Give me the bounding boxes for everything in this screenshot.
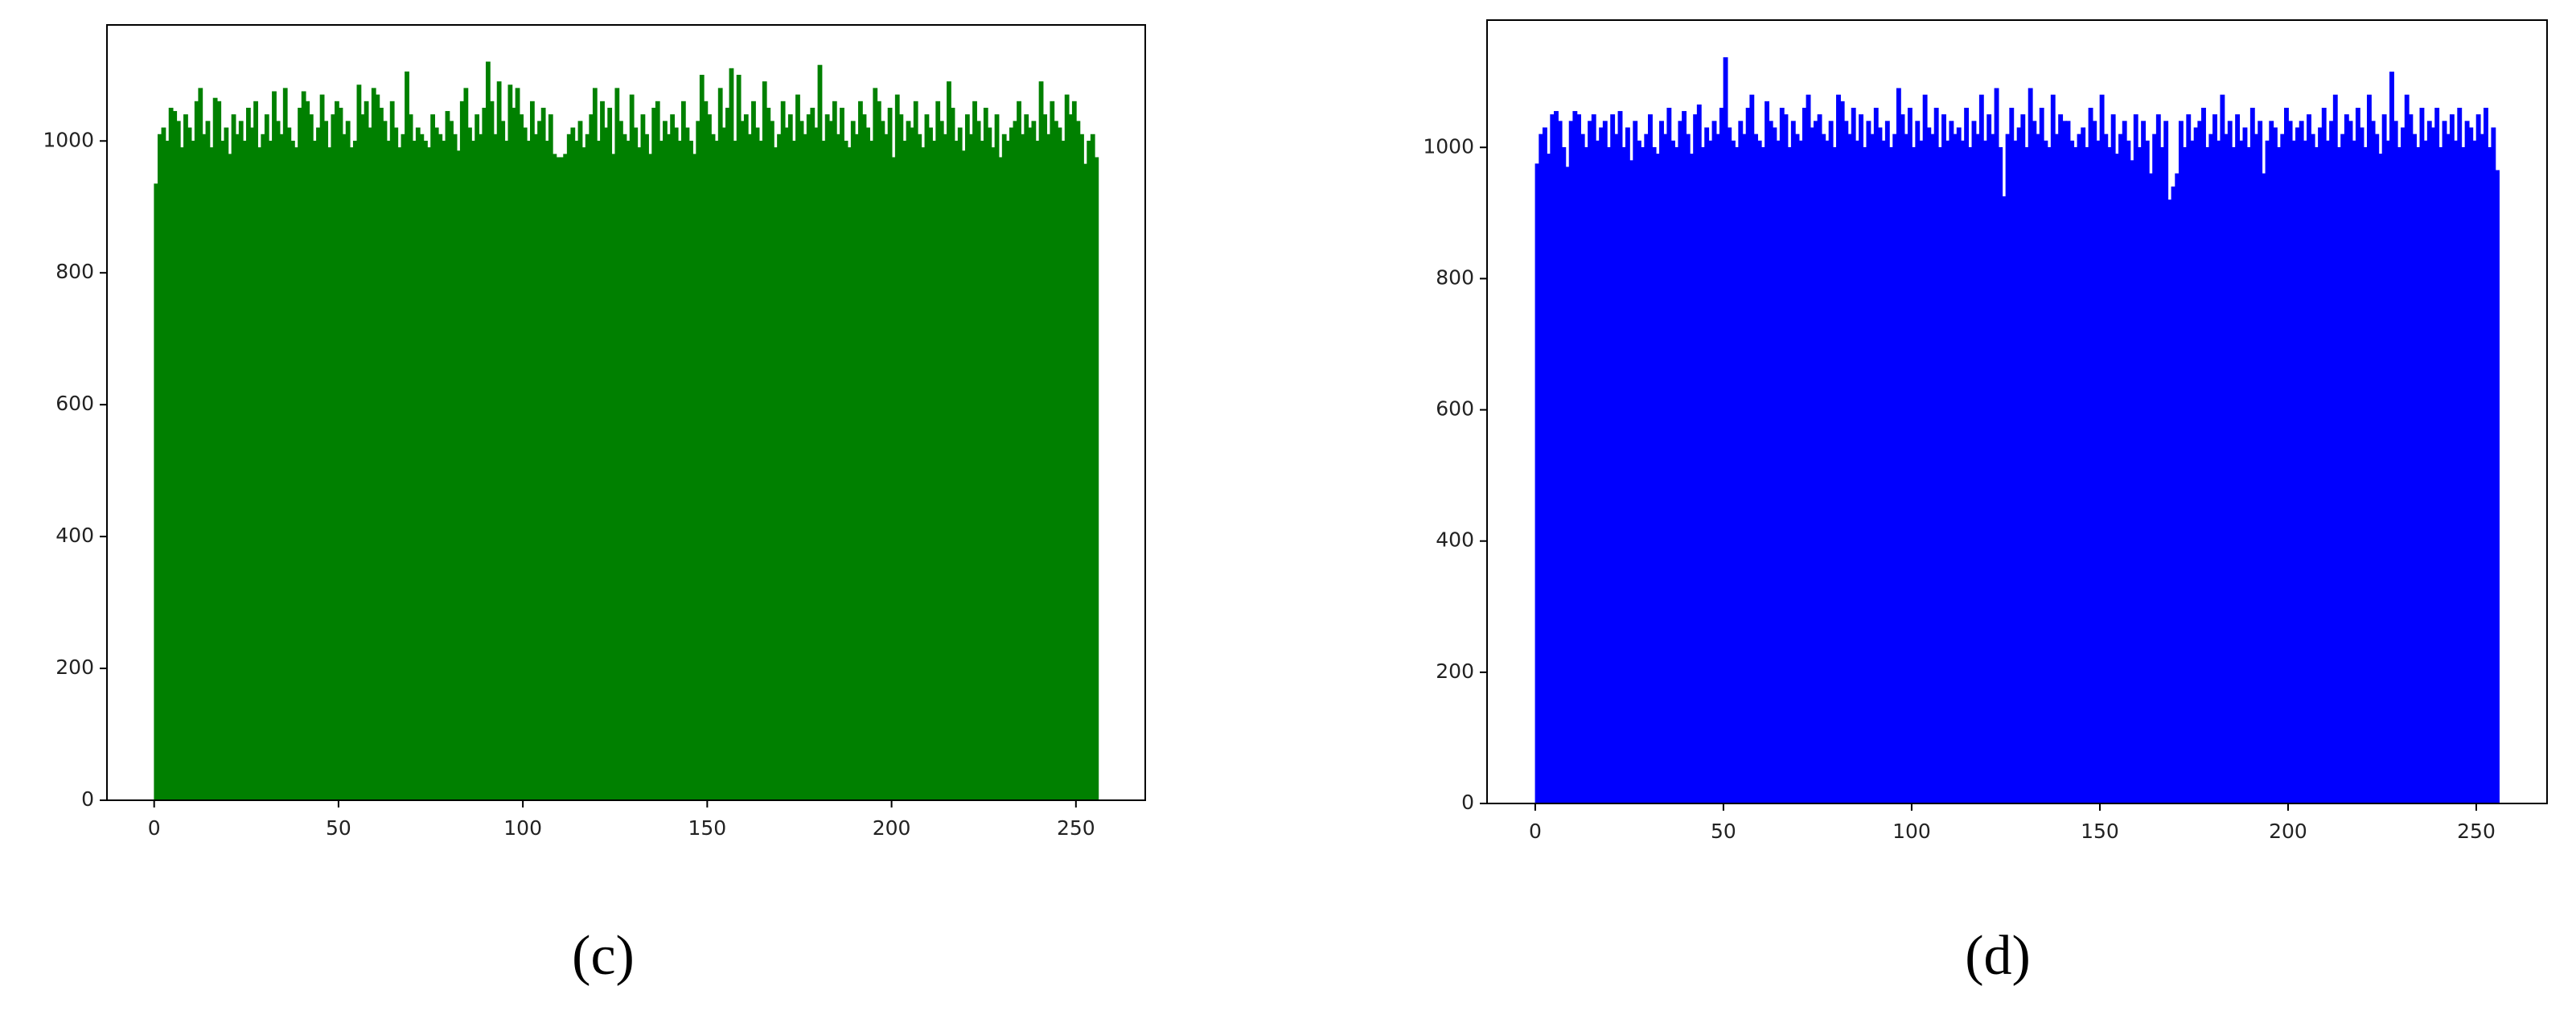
- x-tick-label: 200: [873, 816, 911, 840]
- y-tick-label: 400: [55, 524, 94, 547]
- y-tick-label: 400: [1436, 528, 1474, 552]
- caption: (d): [1965, 925, 2031, 987]
- bar: [2495, 170, 2500, 804]
- y-tick-label: 200: [1436, 660, 1474, 683]
- y-tick-label: 600: [1436, 397, 1474, 421]
- x-tick-label: 100: [1892, 820, 1931, 843]
- x-tick-label: 250: [2457, 820, 2496, 843]
- x-tick-label: 150: [2081, 820, 2119, 843]
- bar: [1094, 157, 1099, 801]
- y-tick-label: 800: [1436, 265, 1474, 289]
- y-tick-label: 1000: [43, 128, 94, 151]
- x-tick-label: 50: [1711, 820, 1736, 843]
- y-tick-label: 1000: [1423, 134, 1474, 158]
- chart: 0 50 100 150 200 250 0 200 400 600 800 1000 (d): [1423, 19, 2548, 987]
- x-tick-label: 50: [326, 816, 351, 840]
- y-tick-label: 0: [81, 787, 94, 811]
- y-tick-label: 200: [55, 655, 94, 679]
- x-tick-label: 0: [1529, 820, 1542, 843]
- x-tick-label: 150: [688, 816, 727, 840]
- axes-frame: [106, 24, 1146, 801]
- y-tick-label: 0: [1461, 791, 1474, 814]
- caption: (c): [572, 925, 635, 987]
- y-tick-label: 800: [55, 260, 94, 283]
- x-tick-label: 250: [1057, 816, 1095, 840]
- x-tick-label: 100: [503, 816, 542, 840]
- y-tick-label: 600: [55, 392, 94, 415]
- x-tick-label: 0: [148, 816, 161, 840]
- x-tick-label: 200: [2269, 820, 2307, 843]
- chart: 0 50 100 150 200 250 0 200 400 600 800 1000 (c): [43, 24, 1146, 987]
- axes-frame: [1486, 19, 2548, 804]
